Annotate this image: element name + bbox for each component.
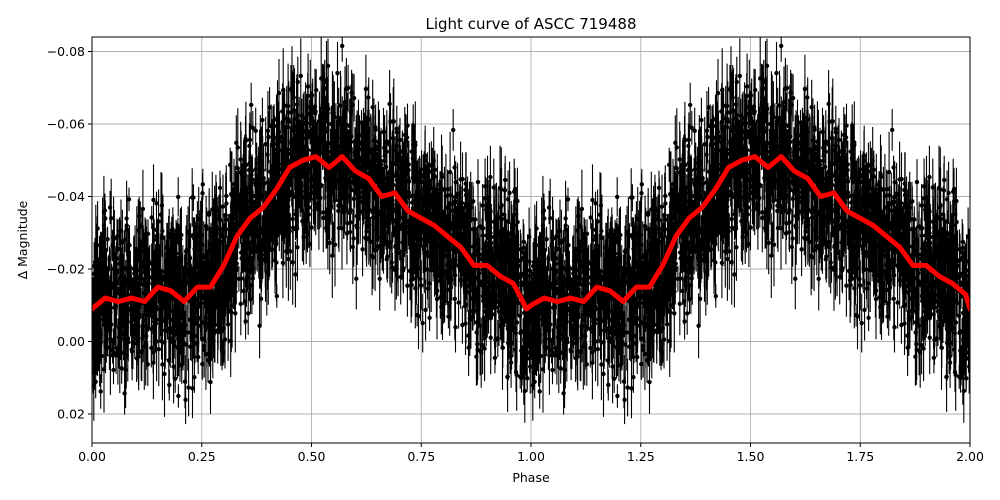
y-tick-label: −0.04	[47, 189, 85, 204]
y-tick-label: 0.02	[57, 407, 85, 422]
y-tick-label: −0.08	[47, 44, 85, 59]
binned-mean-curve	[92, 154, 970, 312]
x-tick-label: 0.25	[188, 449, 216, 464]
y-axis-ticks: −0.08 −0.06 −0.04 −0.02 0.00 0.02	[47, 44, 92, 422]
x-tick-label: 0.75	[407, 449, 435, 464]
x-tick-label: 1.25	[627, 449, 655, 464]
y-tick-label: −0.02	[47, 262, 85, 277]
y-tick-label: −0.06	[47, 117, 85, 132]
x-tick-label: 2.00	[956, 449, 984, 464]
x-axis-label: Phase	[512, 470, 550, 485]
x-tick-label: 1.00	[517, 449, 545, 464]
x-tick-label: 1.50	[737, 449, 765, 464]
x-tick-label: 1.75	[846, 449, 874, 464]
x-tick-label: 0.00	[78, 449, 106, 464]
chart-title: Light curve of ASCC 719488	[426, 15, 637, 33]
x-axis-ticks: 0.00 0.25 0.50 0.75 1.00 1.25 1.50 1.75 2.00	[78, 443, 984, 464]
observation-points	[92, 37, 970, 425]
y-axis-label: Δ Magnitude	[15, 200, 30, 279]
x-tick-label: 0.50	[298, 449, 326, 464]
y-tick-label: 0.00	[57, 334, 85, 349]
